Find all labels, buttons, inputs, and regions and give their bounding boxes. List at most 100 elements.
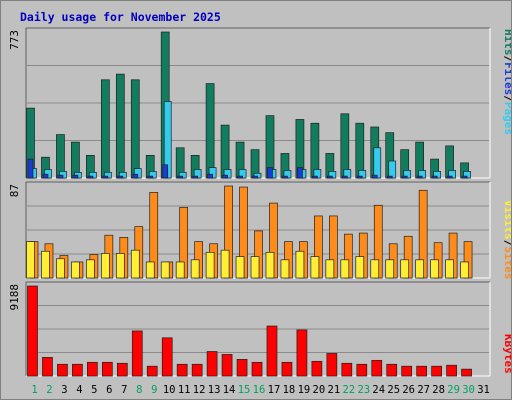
legend-panel-2-separator: / — [502, 240, 511, 247]
bar-pages-day-15 — [237, 175, 243, 179]
x-tick-label-day-26: 26 — [402, 384, 415, 396]
x-tick-label-day-24: 24 — [372, 384, 385, 396]
bar-sites-day-12 — [190, 259, 200, 279]
bar-sites-day-3 — [56, 258, 65, 279]
bar-sites-day-7 — [115, 253, 125, 279]
x-tick-label-day-23: 23 — [357, 384, 370, 396]
bar-pages-day-27 — [416, 175, 423, 179]
bar-pages-day-6 — [102, 175, 109, 179]
bar-pages-day-18 — [282, 175, 288, 179]
bar-files-day-24 — [373, 147, 382, 179]
bar-kbytes-day-25 — [386, 363, 398, 377]
bar-sites-day-17 — [265, 251, 275, 279]
bar-kbytes-day-27 — [416, 365, 428, 377]
x-tick-label-day-19: 19 — [298, 384, 311, 396]
bar-kbytes-day-29 — [446, 364, 457, 377]
legend-panel-3: KBytes — [502, 334, 511, 374]
legend-panel-1-files: Files — [502, 62, 511, 95]
bar-hits-day-23 — [355, 122, 365, 179]
x-tick-label-day-28: 28 — [432, 384, 445, 396]
bar-hits-day-8 — [130, 79, 140, 179]
bar-pages-day-14 — [222, 174, 228, 179]
bar-pages-day-25 — [386, 175, 393, 179]
bar-pages-day-9 — [147, 175, 154, 179]
x-tick-label-day-10: 10 — [163, 384, 176, 396]
bar-sites-day-9 — [145, 261, 155, 279]
bar-sites-day-10 — [160, 261, 170, 279]
bar-pages-day-26 — [401, 175, 408, 179]
bar-pages-day-11 — [177, 175, 184, 179]
bar-sites-day-15 — [235, 256, 245, 279]
bar-pages-day-24 — [371, 174, 378, 179]
x-tick-label-day-8: 8 — [136, 384, 142, 396]
bar-pages-day-21 — [327, 175, 333, 179]
panel-2-max-label: 87 — [8, 184, 21, 197]
bar-sites-day-28 — [430, 259, 439, 279]
bar-kbytes-day-18 — [281, 361, 293, 377]
x-tick-label-day-25: 25 — [387, 384, 400, 396]
x-tick-label-day-17: 17 — [268, 384, 281, 396]
bar-sites-day-1 — [26, 241, 35, 279]
legend-panel-2: Visits/Sites — [502, 200, 511, 280]
x-tick-label-day-4: 4 — [76, 384, 82, 396]
bar-sites-day-4 — [71, 261, 80, 279]
x-tick-label-day-11: 11 — [178, 384, 191, 396]
bar-kbytes-day-5 — [87, 361, 98, 377]
bar-sites-day-6 — [100, 253, 110, 279]
bar-kbytes-day-9 — [146, 365, 158, 377]
bar-pages-day-17 — [267, 167, 273, 179]
x-tick-label-day-1: 1 — [31, 384, 37, 396]
x-tick-label-day-7: 7 — [121, 384, 127, 396]
bar-sites-day-29 — [445, 259, 454, 279]
bar-kbytes-day-21 — [326, 353, 338, 377]
bar-pages-day-30 — [461, 175, 468, 179]
legend-panel-2-sites: Sites — [502, 246, 511, 279]
bar-kbytes-day-30 — [461, 368, 472, 377]
bar-kbytes-day-28 — [431, 365, 442, 377]
bar-kbytes-day-10 — [161, 337, 173, 377]
bar-kbytes-day-4 — [72, 363, 83, 377]
x-tick-label-day-14: 14 — [223, 384, 236, 396]
x-tick-label-day-13: 13 — [208, 384, 221, 396]
bar-pages-day-23 — [356, 175, 363, 179]
legend-panel-2-visits: Visits — [502, 200, 511, 240]
x-tick-label-day-29: 29 — [447, 384, 460, 396]
x-tick-label-day-3: 3 — [61, 384, 67, 396]
bar-sites-day-24 — [370, 259, 380, 279]
bar-kbytes-day-23 — [356, 363, 368, 377]
bar-kbytes-day-3 — [57, 363, 68, 377]
bar-sites-day-13 — [205, 251, 215, 279]
bar-kbytes-day-14 — [221, 354, 233, 377]
bar-pages-day-1 — [27, 158, 34, 179]
panel-1-max-label: 773 — [8, 30, 21, 50]
x-tick-label-day-12: 12 — [193, 384, 206, 396]
bar-pages-day-8 — [132, 173, 139, 179]
x-tick-label-day-18: 18 — [283, 384, 296, 396]
bar-hits-day-7 — [115, 73, 125, 179]
x-tick-label-day-21: 21 — [328, 384, 341, 396]
bar-kbytes-day-2 — [42, 357, 53, 377]
bar-pages-day-5 — [87, 175, 94, 179]
bar-kbytes-day-16 — [251, 361, 263, 377]
bar-kbytes-day-19 — [296, 329, 308, 377]
bar-hits-day-6 — [100, 79, 110, 179]
bar-sites-day-8 — [130, 249, 140, 279]
bar-sites-day-21 — [325, 259, 335, 279]
bar-sites-day-19 — [295, 250, 305, 279]
bar-sites-day-30 — [460, 261, 469, 279]
bar-sites-day-2 — [41, 250, 50, 279]
bar-sites-day-5 — [86, 259, 95, 279]
bar-pages-day-29 — [446, 175, 453, 179]
bar-sites-day-14 — [220, 249, 230, 279]
bar-sites-day-20 — [310, 256, 320, 279]
legend-panel-3-kbytes: KBytes — [502, 334, 511, 374]
bar-kbytes-day-1 — [27, 285, 38, 377]
bar-hits-day-22 — [340, 113, 350, 179]
bar-sites-day-22 — [340, 259, 350, 279]
bar-kbytes-day-11 — [176, 363, 188, 377]
bar-pages-day-10 — [162, 164, 169, 179]
x-tick-label-day-5: 5 — [91, 384, 97, 396]
bar-kbytes-day-20 — [311, 360, 323, 377]
